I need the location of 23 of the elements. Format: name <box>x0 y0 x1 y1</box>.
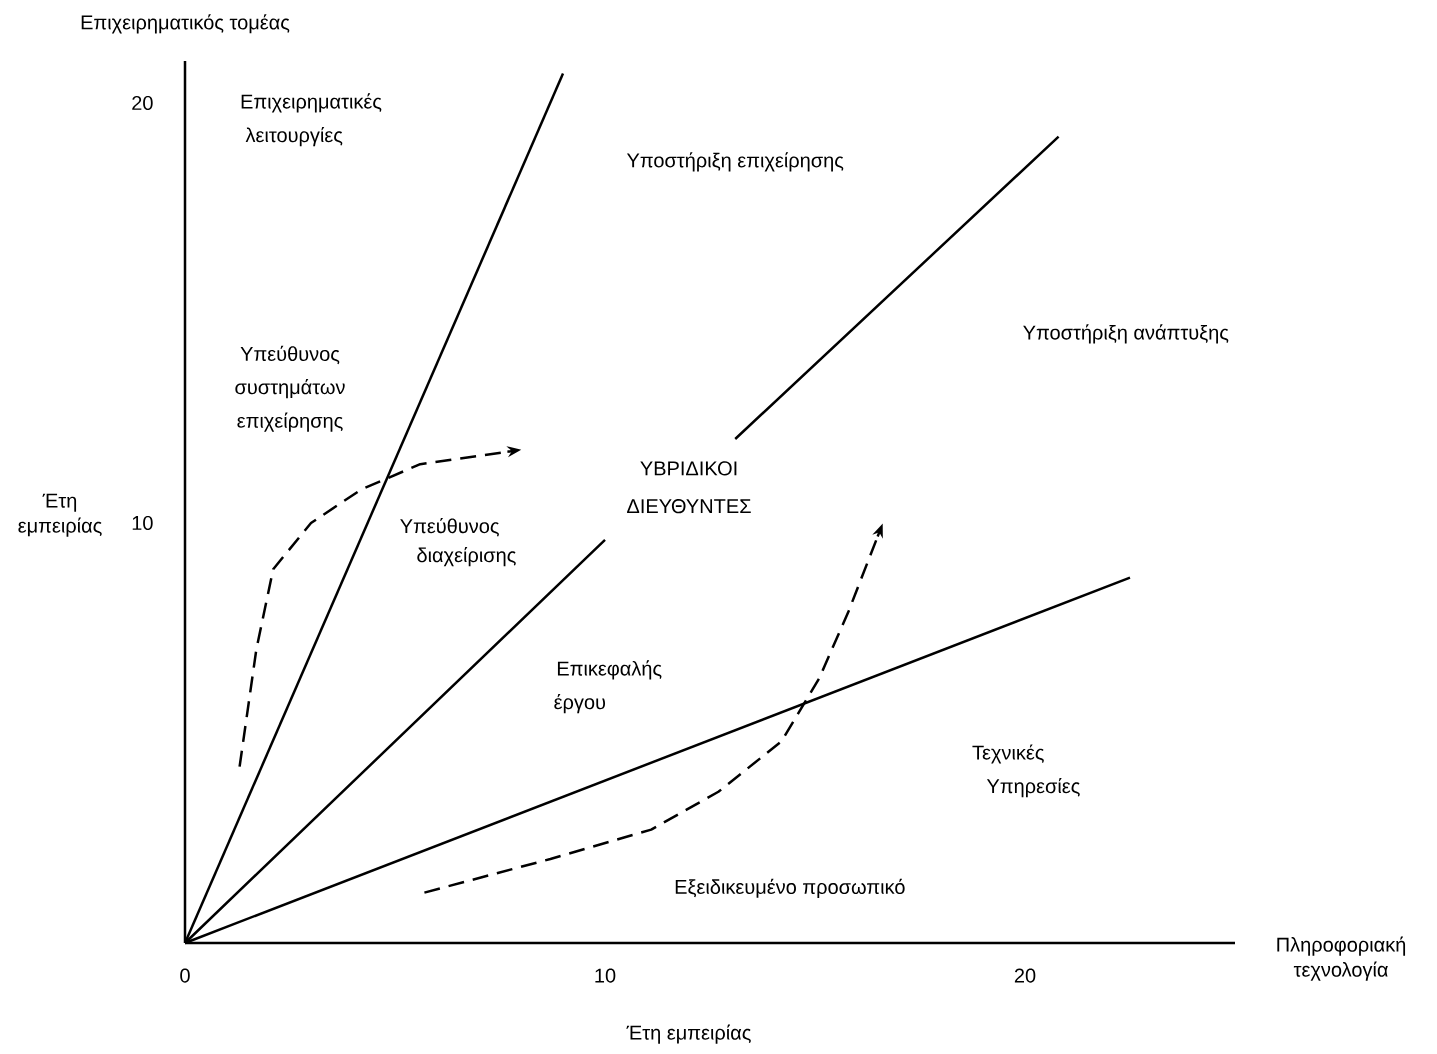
annotation: Υποστήριξη επιχείρησης <box>626 152 844 172</box>
x-tick-label: 0 <box>180 968 190 983</box>
annotation: Υποστήριξη ανάπτυξης <box>1023 324 1229 344</box>
text: Επιχειρηματικός τομέας <box>81 14 290 34</box>
x-axis-title: Έτη εμπειρίας <box>626 1024 751 1044</box>
annotation: Επικεφαλής <box>557 660 662 680</box>
annotation: συστημάτων <box>235 378 345 399</box>
annotation: Τεχνικές <box>972 744 1044 764</box>
annotation: Επιχειρηματικές <box>241 93 382 113</box>
annotation: Υπηρεσίες <box>986 777 1080 798</box>
x-tick-label: 10 <box>595 968 616 983</box>
annotation: λειτουργίες <box>245 126 343 147</box>
annotation: Υπεύθυνος <box>400 517 499 537</box>
x-tick-label: 20 <box>1014 968 1036 983</box>
annotation: Υπεύθυνος <box>240 345 340 365</box>
annotation: Εξειδικευμένο προσωπικό <box>675 878 905 898</box>
annotation: ΔΙΕΥΘΥΝΤΕΣ <box>627 499 751 514</box>
annotation: ΥΒΡΙΔΙΚΟΙ <box>640 461 737 476</box>
text: Πληροφοριακή τεχνολογία <box>1277 936 1406 981</box>
annotation: επιχείρησης <box>237 412 343 432</box>
y-axis-title: Έτη εμπειρίας <box>18 493 102 537</box>
annotation: έργου <box>554 693 606 714</box>
annotation: διαχείρισης <box>417 546 516 567</box>
